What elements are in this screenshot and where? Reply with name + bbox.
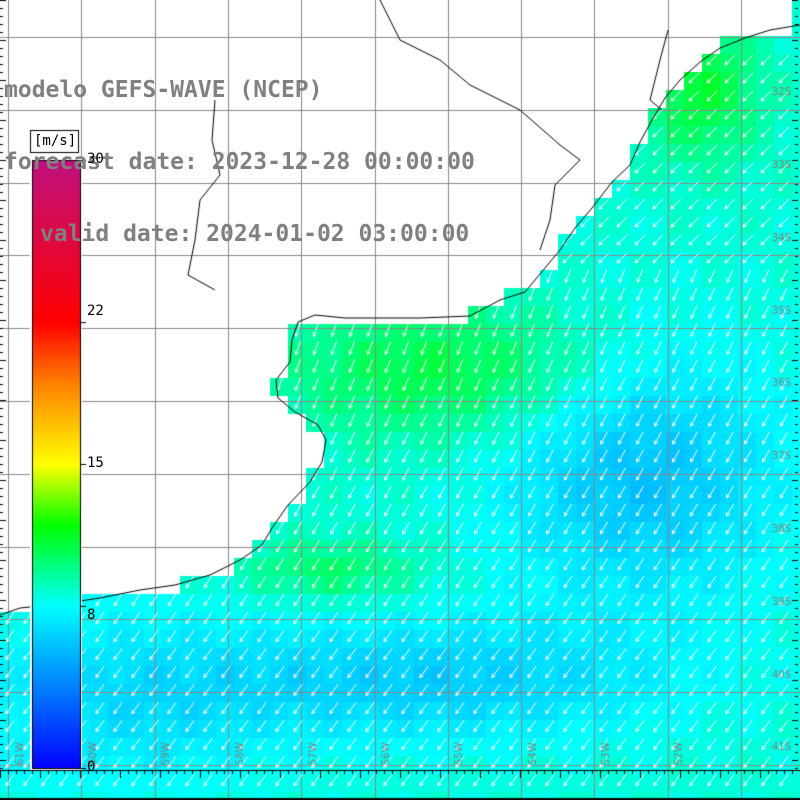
valid-date: valid date: 2024-01-02 03:00:00 [40, 221, 470, 247]
colorbar-unit: [m/s] [34, 133, 77, 149]
colorbar-label-22: 22 [87, 303, 104, 319]
colorbar-label-0: 0 [87, 759, 96, 775]
colorbar-label-8: 8 [87, 607, 96, 623]
map-title: modelo GEFS-WAVE (NCEP) forecast date: 2… [4, 30, 475, 270]
colorbar-label-30: 30 [87, 151, 104, 167]
forecast-date: forecast date: 2023-12-28 00:00:00 [4, 149, 475, 175]
colorbar-label-15: 15 [87, 455, 104, 471]
model-title: modelo GEFS-WAVE (NCEP) [4, 77, 323, 103]
